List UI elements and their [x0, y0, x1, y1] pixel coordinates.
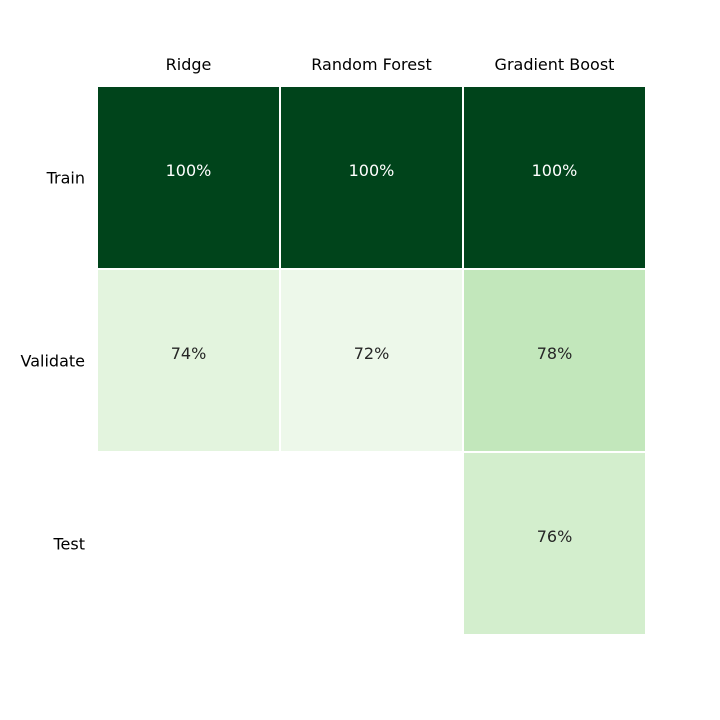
- column-label-ridge: Ridge: [166, 55, 212, 74]
- heatmap-cell-validate-gradient-boost: [464, 270, 645, 451]
- cell-value-label: 100%: [532, 161, 578, 180]
- heatmap-cell-train-gradient-boost: [464, 87, 645, 268]
- heatmap-cell-train-ridge: [98, 87, 279, 268]
- cell-value-labels: 100% 100% 100% 74% 72% 78% 76%: [166, 161, 578, 546]
- row-label-validate: Validate: [21, 352, 85, 371]
- row-labels: Train Validate Test: [21, 169, 85, 554]
- heatmap-cell-validate-random-forest: [281, 270, 462, 451]
- cell-value-label: 100%: [349, 161, 395, 180]
- column-label-gradient-boost: Gradient Boost: [495, 55, 615, 74]
- column-labels: Ridge Random Forest Gradient Boost: [166, 55, 615, 74]
- cell-value-label: 78%: [537, 344, 573, 363]
- heatmap-cell-test-gradient-boost: [464, 453, 645, 634]
- row-label-train: Train: [46, 169, 85, 188]
- cell-value-label: 100%: [166, 161, 212, 180]
- heatmap-cells: [98, 87, 645, 634]
- cell-value-label: 72%: [354, 344, 390, 363]
- cell-value-label: 74%: [171, 344, 207, 363]
- heatmap-cell-validate-ridge: [98, 270, 279, 451]
- row-label-test: Test: [52, 535, 85, 554]
- cell-value-label: 76%: [537, 527, 573, 546]
- heatmap-cell-train-random-forest: [281, 87, 462, 268]
- column-label-random-forest: Random Forest: [311, 55, 431, 74]
